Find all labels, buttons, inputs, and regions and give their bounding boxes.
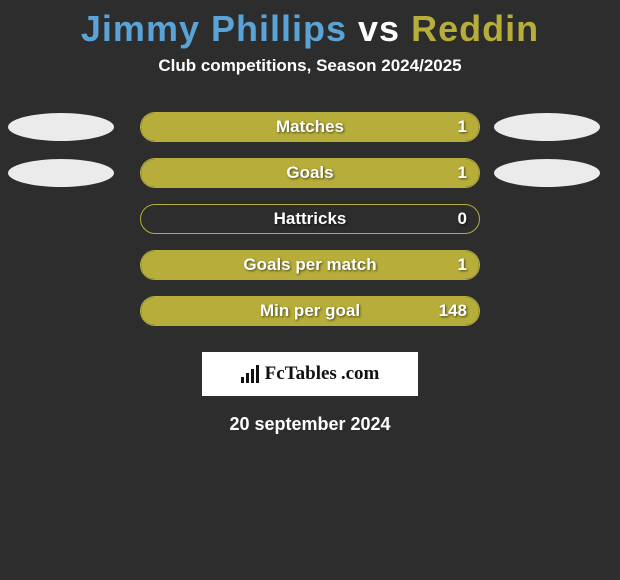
logo-text-com: .com: [341, 363, 380, 385]
player1-name: Jimmy Phillips: [81, 8, 347, 49]
bar-label: Goals per match: [141, 255, 479, 275]
bar-label: Matches: [141, 117, 479, 137]
stat-row: Hattricks0: [0, 196, 620, 242]
bar-label: Hattricks: [141, 209, 479, 229]
player2-name: Reddin: [411, 8, 539, 49]
ellipse-left: [8, 113, 114, 141]
stat-row: Goals per match1: [0, 242, 620, 288]
bar-track: Goals per match1: [140, 250, 480, 280]
bar-value: 0: [458, 209, 467, 229]
bar-value: 1: [458, 255, 467, 275]
ellipse-right: [494, 113, 600, 141]
page-title: Jimmy Phillips vs Reddin: [0, 0, 620, 56]
ellipse-right: [494, 159, 600, 187]
ellipse-left: [8, 159, 114, 187]
stats-container: Matches1Goals1Hattricks0Goals per match1…: [0, 104, 620, 334]
stat-row: Min per goal148: [0, 288, 620, 334]
date-text: 20 september 2024: [0, 414, 620, 435]
bar-label: Goals: [141, 163, 479, 183]
bar-value: 148: [439, 301, 467, 321]
stat-row: Matches1: [0, 104, 620, 150]
bar-value: 1: [458, 163, 467, 183]
subtitle: Club competitions, Season 2024/2025: [0, 56, 620, 76]
bar-track: Hattricks0: [140, 204, 480, 234]
logo-text-fc: FcTables: [265, 363, 337, 385]
logo-box: FcTables.com: [202, 352, 418, 396]
stat-row: Goals1: [0, 150, 620, 196]
logo-bars-icon: [241, 365, 259, 383]
bar-label: Min per goal: [141, 301, 479, 321]
bar-value: 1: [458, 117, 467, 137]
fctables-logo: FcTables.com: [241, 363, 380, 385]
bar-track: Goals1: [140, 158, 480, 188]
bar-track: Matches1: [140, 112, 480, 142]
bar-track: Min per goal148: [140, 296, 480, 326]
vs-text: vs: [358, 8, 400, 49]
